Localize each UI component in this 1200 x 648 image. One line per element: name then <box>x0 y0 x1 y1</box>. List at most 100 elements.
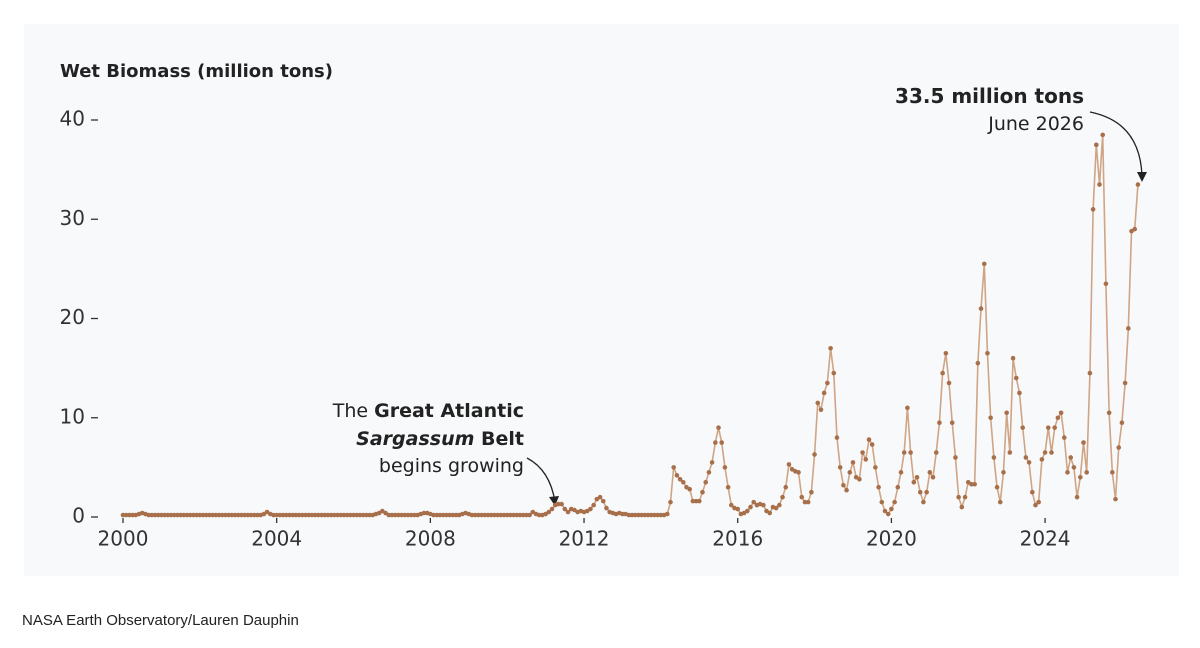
data-point <box>219 512 225 518</box>
data-point <box>203 512 209 518</box>
data-point <box>876 484 881 490</box>
data-point <box>504 512 510 518</box>
data-point <box>994 484 1000 490</box>
data-point <box>472 512 478 518</box>
arrow-head <box>1137 172 1147 182</box>
annotation-text: Belt <box>474 428 524 450</box>
data-point <box>889 506 894 512</box>
data-point <box>524 512 529 518</box>
data-point <box>1081 440 1086 445</box>
data-point <box>911 479 917 485</box>
data-point <box>178 512 183 518</box>
data-point <box>588 506 593 512</box>
data-point <box>210 512 215 518</box>
data-point <box>197 512 203 518</box>
y-tick-label: 20 <box>60 305 85 329</box>
data-point <box>933 450 939 455</box>
data-point <box>1132 226 1138 232</box>
data-point <box>818 407 824 413</box>
data-point <box>296 512 302 518</box>
data-point <box>1090 207 1096 212</box>
data-point <box>831 370 837 376</box>
data-point <box>1135 182 1141 187</box>
data-point <box>1116 445 1122 450</box>
data-point <box>191 512 196 518</box>
data-point <box>674 473 680 478</box>
data-point <box>255 512 260 518</box>
data-point <box>805 499 811 505</box>
data-point <box>680 479 686 485</box>
data-point <box>655 512 660 518</box>
data-point <box>799 494 805 500</box>
data-point <box>367 512 372 518</box>
data-point <box>444 512 449 518</box>
data-point <box>847 470 853 475</box>
data-point <box>722 465 728 470</box>
data-point <box>408 512 414 518</box>
data-point <box>332 512 337 518</box>
data-point <box>309 512 315 518</box>
data-point <box>344 512 350 518</box>
data-point <box>969 481 974 487</box>
data-point <box>213 512 219 518</box>
data-point <box>1004 410 1009 416</box>
x-tick-label: 2024 <box>1020 527 1071 551</box>
data-point <box>450 512 456 518</box>
data-point <box>844 487 849 493</box>
data-point <box>319 512 324 518</box>
data-point <box>562 506 568 512</box>
data-point <box>780 494 785 500</box>
data-point <box>549 506 555 512</box>
data-point <box>146 512 151 518</box>
data-point <box>565 509 571 515</box>
data-point <box>328 512 334 518</box>
data-point <box>709 460 715 465</box>
y-tick-label: 10 <box>60 404 85 428</box>
data-point <box>232 512 238 518</box>
data-point <box>165 512 171 518</box>
data-point <box>1058 410 1064 416</box>
data-point <box>159 512 164 518</box>
data-point <box>322 512 328 518</box>
data-point <box>1110 470 1115 475</box>
data-point <box>908 450 913 455</box>
data-point <box>312 512 318 518</box>
data-point <box>469 512 475 518</box>
data-point <box>175 512 180 518</box>
data-point <box>978 306 984 311</box>
data-point <box>975 360 981 366</box>
data-point <box>495 512 500 518</box>
data-point <box>729 502 734 508</box>
data-point <box>658 512 664 518</box>
data-point <box>841 482 846 488</box>
data-point <box>1026 460 1032 465</box>
data-point <box>187 512 193 518</box>
data-point <box>639 512 644 518</box>
data-point <box>1039 457 1045 462</box>
data-point <box>476 512 481 518</box>
x-tick-label: 2008 <box>405 527 456 551</box>
annotation-text: begins growing <box>379 455 524 477</box>
data-point <box>1119 420 1125 426</box>
data-point <box>389 512 395 518</box>
annotation-text: 33.5 million tons <box>895 84 1084 108</box>
data-point <box>559 501 564 507</box>
data-point <box>1033 502 1038 508</box>
data-point <box>924 489 929 495</box>
data-point <box>1052 425 1057 430</box>
data-point <box>956 494 961 500</box>
y-tick-label: 30 <box>60 206 85 230</box>
data-point <box>809 489 814 495</box>
data-point <box>773 505 779 511</box>
data-point <box>245 512 251 518</box>
data-point <box>892 499 897 505</box>
data-point <box>248 512 254 518</box>
marks <box>120 132 1141 518</box>
data-point <box>946 380 952 386</box>
data-point <box>271 512 276 518</box>
data-point <box>338 512 344 518</box>
data-point <box>440 512 446 518</box>
data-point <box>351 512 356 518</box>
data-point <box>501 512 507 518</box>
data-point <box>652 512 657 518</box>
